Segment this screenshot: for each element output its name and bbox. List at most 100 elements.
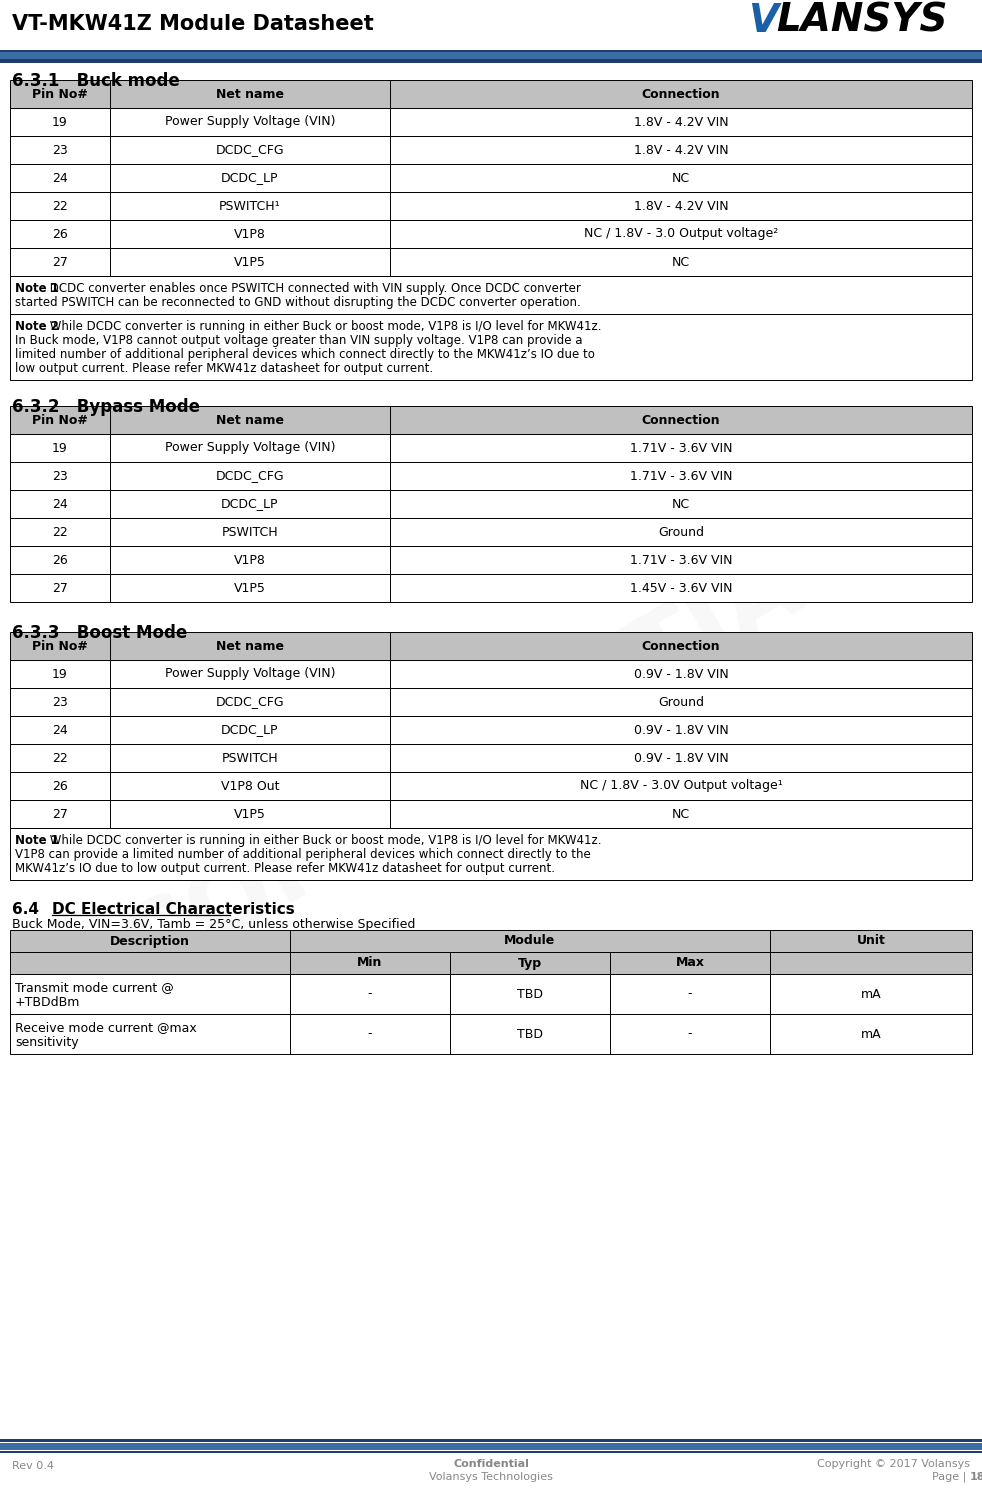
Text: Ground: Ground — [658, 525, 704, 539]
Text: Ground: Ground — [658, 695, 704, 709]
Bar — [0, 59, 982, 63]
Bar — [10, 661, 972, 688]
Text: 22: 22 — [52, 200, 68, 212]
Text: 26: 26 — [52, 227, 68, 241]
Text: 1.71V - 3.6V VIN: 1.71V - 3.6V VIN — [629, 441, 733, 455]
Bar — [10, 828, 972, 880]
Text: 0.9V - 1.8V VIN: 0.9V - 1.8V VIN — [633, 751, 729, 765]
Text: 22: 22 — [52, 525, 68, 539]
Text: LANSYS: LANSYS — [776, 2, 948, 41]
Bar — [0, 50, 982, 53]
Bar — [10, 462, 972, 491]
Text: NC / 1.8V - 3.0 Output voltage²: NC / 1.8V - 3.0 Output voltage² — [584, 227, 778, 241]
Text: : DCDC converter enables once PSWITCH connected with VIN supply. Once DCDC conve: : DCDC converter enables once PSWITCH co… — [41, 281, 580, 295]
Text: 19: 19 — [52, 668, 68, 680]
Text: Transmit mode current @: Transmit mode current @ — [15, 981, 174, 993]
Text: 18: 18 — [970, 1472, 982, 1482]
Bar — [10, 772, 972, 801]
Text: 27: 27 — [52, 581, 68, 594]
Text: TBD: TBD — [517, 1028, 543, 1040]
Text: : While DCDC converter is running in either Buck or boost mode, V1P8 is I/O leve: : While DCDC converter is running in eit… — [41, 834, 601, 847]
Text: NC: NC — [672, 172, 690, 185]
Text: V1P5: V1P5 — [234, 808, 266, 820]
Text: 6.3.1   Buck mode: 6.3.1 Buck mode — [12, 72, 180, 90]
Text: DCDC_LP: DCDC_LP — [221, 498, 279, 510]
Text: 26: 26 — [52, 780, 68, 793]
Text: Net name: Net name — [216, 414, 284, 426]
Text: Unit: Unit — [856, 935, 886, 948]
Text: 24: 24 — [52, 498, 68, 510]
Text: 23: 23 — [52, 695, 68, 709]
Text: -: - — [687, 1028, 692, 1040]
Bar — [10, 688, 972, 716]
Text: sensitivity: sensitivity — [15, 1035, 79, 1049]
Text: Copyright © 2017 Volansys: Copyright © 2017 Volansys — [817, 1458, 970, 1469]
Text: Volansys Technologies: Volansys Technologies — [429, 1472, 553, 1482]
Bar — [10, 315, 972, 379]
Bar — [0, 0, 982, 48]
Text: Connection: Connection — [641, 414, 721, 426]
Text: Description: Description — [110, 935, 190, 948]
Text: mA: mA — [860, 1028, 881, 1040]
Text: V1P8: V1P8 — [234, 554, 266, 566]
Text: mA: mA — [860, 987, 881, 1001]
Text: V: V — [748, 2, 778, 41]
Text: 6.4: 6.4 — [12, 901, 39, 917]
Text: -: - — [687, 987, 692, 1001]
Text: Power Supply Voltage (VIN): Power Supply Voltage (VIN) — [165, 441, 335, 455]
Text: V1P8 Out: V1P8 Out — [221, 780, 279, 793]
Text: 1.8V - 4.2V VIN: 1.8V - 4.2V VIN — [633, 200, 729, 212]
Text: V1P5: V1P5 — [234, 581, 266, 594]
Text: 6.3.3   Boost Mode: 6.3.3 Boost Mode — [12, 625, 188, 643]
Text: CONFIDENTIAL: CONFIDENTIAL — [108, 504, 874, 1002]
Text: VT-MKW41Z Module Datasheet: VT-MKW41Z Module Datasheet — [12, 14, 374, 35]
Bar — [10, 953, 972, 974]
Text: DCDC_LP: DCDC_LP — [221, 724, 279, 736]
Text: V1P8 can provide a limited number of additional peripheral devices which connect: V1P8 can provide a limited number of add… — [15, 847, 591, 861]
Text: DCDC_CFG: DCDC_CFG — [216, 143, 285, 157]
Bar — [10, 275, 972, 315]
Text: DCDC_LP: DCDC_LP — [221, 172, 279, 185]
Text: Confidential: Confidential — [453, 1458, 529, 1469]
Text: Note 1: Note 1 — [15, 834, 59, 847]
Text: Buck Mode, VIN=3.6V, Tamb = 25°C, unless otherwise Specified: Buck Mode, VIN=3.6V, Tamb = 25°C, unless… — [12, 918, 415, 932]
Bar — [10, 491, 972, 518]
Bar — [10, 573, 972, 602]
Text: Pin No#: Pin No# — [32, 87, 88, 101]
Text: 0.9V - 1.8V VIN: 0.9V - 1.8V VIN — [633, 724, 729, 736]
Bar — [10, 220, 972, 248]
Text: 19: 19 — [52, 441, 68, 455]
Text: low output current. Please refer MKW41z datasheet for output current.: low output current. Please refer MKW41z … — [15, 363, 433, 375]
Text: Net name: Net name — [216, 640, 284, 653]
Text: V1P8: V1P8 — [234, 227, 266, 241]
Bar — [10, 930, 972, 953]
Text: DC Electrical Characteristics: DC Electrical Characteristics — [52, 901, 295, 917]
Text: 27: 27 — [52, 808, 68, 820]
Bar — [10, 518, 972, 546]
Text: 23: 23 — [52, 470, 68, 483]
Text: Receive mode current @max: Receive mode current @max — [15, 1020, 196, 1034]
Text: 1.8V - 4.2V VIN: 1.8V - 4.2V VIN — [633, 116, 729, 128]
Text: +TBDdBm: +TBDdBm — [15, 996, 81, 1008]
Text: 22: 22 — [52, 751, 68, 765]
Text: Connection: Connection — [641, 640, 721, 653]
Text: Typ: Typ — [518, 957, 542, 969]
Text: 6.3.2   Bypass Mode: 6.3.2 Bypass Mode — [12, 397, 200, 415]
Text: 26: 26 — [52, 554, 68, 566]
Text: PSWITCH: PSWITCH — [222, 525, 278, 539]
Text: Note 1: Note 1 — [15, 281, 59, 295]
Text: DCDC_CFG: DCDC_CFG — [216, 695, 285, 709]
Text: TBD: TBD — [517, 987, 543, 1001]
Text: Max: Max — [676, 957, 704, 969]
Text: Pin No#: Pin No# — [32, 414, 88, 426]
Text: Module: Module — [505, 935, 556, 948]
Text: Page |: Page | — [932, 1472, 970, 1482]
Text: DCDC_CFG: DCDC_CFG — [216, 470, 285, 483]
Bar — [10, 248, 972, 275]
Bar — [10, 433, 972, 462]
Bar — [10, 716, 972, 743]
Bar — [0, 1439, 982, 1442]
Bar — [10, 80, 972, 108]
Bar — [10, 164, 972, 193]
Text: MKW41z’s IO due to low output current. Please refer MKW41z datasheet for output : MKW41z’s IO due to low output current. P… — [15, 862, 555, 874]
